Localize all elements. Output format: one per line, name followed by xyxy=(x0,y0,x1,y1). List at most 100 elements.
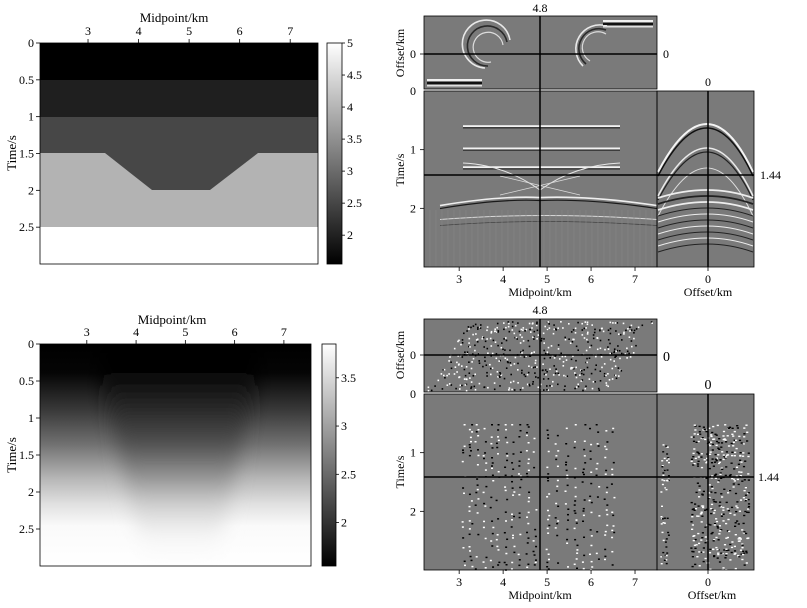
noise-sample xyxy=(468,337,471,340)
smooth-model-image xyxy=(40,344,311,566)
noise-sample xyxy=(660,491,663,493)
noise-sample xyxy=(470,381,473,383)
noise-sample xyxy=(713,523,717,525)
noise-sample xyxy=(745,552,748,554)
noise-sample xyxy=(542,378,545,380)
noise-sample xyxy=(715,440,719,443)
noise-sample xyxy=(697,532,700,535)
noise-sample xyxy=(692,539,695,542)
noise-sample xyxy=(575,522,578,524)
noise-sample xyxy=(529,355,532,357)
noise-sample xyxy=(484,452,487,454)
noise-sample xyxy=(623,353,625,355)
noise-sample xyxy=(566,538,569,541)
noise-sample xyxy=(543,338,545,340)
noise-sample xyxy=(666,552,669,554)
noise-sample xyxy=(486,329,488,332)
noise-sample xyxy=(544,325,546,328)
noise-sample xyxy=(496,446,499,449)
noise-sample xyxy=(590,482,593,485)
noise-sample xyxy=(490,355,492,357)
noise-sample xyxy=(747,455,750,458)
colorbar-ticks: 2 2.5 3 3.5 4 4.5 5 xyxy=(342,36,362,242)
noise-sample xyxy=(582,514,585,517)
noise-sample xyxy=(509,349,511,352)
noise-sample xyxy=(547,450,550,453)
noise-sample xyxy=(469,377,471,379)
noise-sample xyxy=(736,507,739,509)
noise-sample xyxy=(528,345,531,348)
noise-sample xyxy=(472,333,474,336)
noise-sample xyxy=(491,462,494,464)
noise-sample xyxy=(612,514,615,517)
noise-sample xyxy=(715,536,718,539)
noise-sample xyxy=(533,351,535,353)
noise-sample xyxy=(497,344,499,347)
noise-sample xyxy=(612,322,614,324)
noise-sample xyxy=(693,463,696,465)
offset-top-value: 0 xyxy=(705,75,711,89)
noise-sample xyxy=(548,514,551,517)
noise-sample xyxy=(565,461,568,464)
noise-sample xyxy=(710,462,714,464)
noise-sample xyxy=(742,552,746,554)
noise-sample xyxy=(603,558,606,561)
noise-sample xyxy=(548,493,551,495)
noise-sample xyxy=(666,446,669,448)
noise-sample xyxy=(736,520,739,522)
noise-sample xyxy=(618,375,620,377)
noise-sample xyxy=(735,466,739,468)
y-tick-label: 1 xyxy=(410,143,416,157)
noise-sample xyxy=(566,513,569,516)
noise-sample xyxy=(513,389,516,391)
noise-sample xyxy=(741,544,744,546)
noise-sample xyxy=(604,555,607,558)
noise-sample xyxy=(463,424,466,426)
noise-sample xyxy=(744,487,747,489)
noise-sample xyxy=(704,557,707,560)
noise-sample xyxy=(583,554,586,557)
noise-sample xyxy=(666,469,669,471)
noise-sample xyxy=(474,323,477,326)
noise-sample xyxy=(600,356,603,358)
noise-sample xyxy=(741,543,744,545)
x-tick-label: 6 xyxy=(588,272,594,286)
noise-sample xyxy=(668,461,670,464)
noise-sample xyxy=(555,458,558,461)
noise-sample xyxy=(554,372,557,375)
noise-sample xyxy=(737,463,740,465)
noise-sample xyxy=(694,538,697,541)
noise-sample xyxy=(589,450,592,452)
y-ticks: 0 0.5 1 1.5 2 2.5 xyxy=(19,337,40,536)
noise-sample xyxy=(731,451,734,453)
noise-sample xyxy=(589,529,592,531)
noise-sample xyxy=(733,550,737,552)
noise-sample xyxy=(528,365,530,367)
noise-sample xyxy=(711,508,714,511)
noise-sample xyxy=(718,505,721,507)
colorbar-tick-label: 4.5 xyxy=(347,68,362,82)
x-tick-label: 5 xyxy=(186,24,192,38)
noise-sample xyxy=(517,473,520,475)
noise-sample xyxy=(490,345,493,347)
noise-sample xyxy=(692,436,695,438)
y-tick-label: 1 xyxy=(410,446,416,460)
noise-sample xyxy=(724,424,727,426)
noise-sample xyxy=(517,362,519,365)
noise-sample xyxy=(519,475,522,477)
colorbar-ticks: 2 2.5 3 3.5 xyxy=(336,371,356,530)
noise-sample xyxy=(475,424,478,426)
noise-sample xyxy=(720,515,723,517)
noise-sample xyxy=(555,502,558,505)
noise-sample xyxy=(745,424,748,426)
noise-sample xyxy=(741,480,744,482)
noise-sample xyxy=(468,528,471,530)
noise-sample xyxy=(548,323,550,325)
noise-sample xyxy=(468,520,471,522)
noise-sample xyxy=(492,566,495,568)
noise-sample xyxy=(504,357,507,359)
reflector xyxy=(463,166,620,169)
noise-sample xyxy=(483,502,486,505)
x-tick-label: 7 xyxy=(287,24,293,38)
noise-sample xyxy=(527,442,530,444)
